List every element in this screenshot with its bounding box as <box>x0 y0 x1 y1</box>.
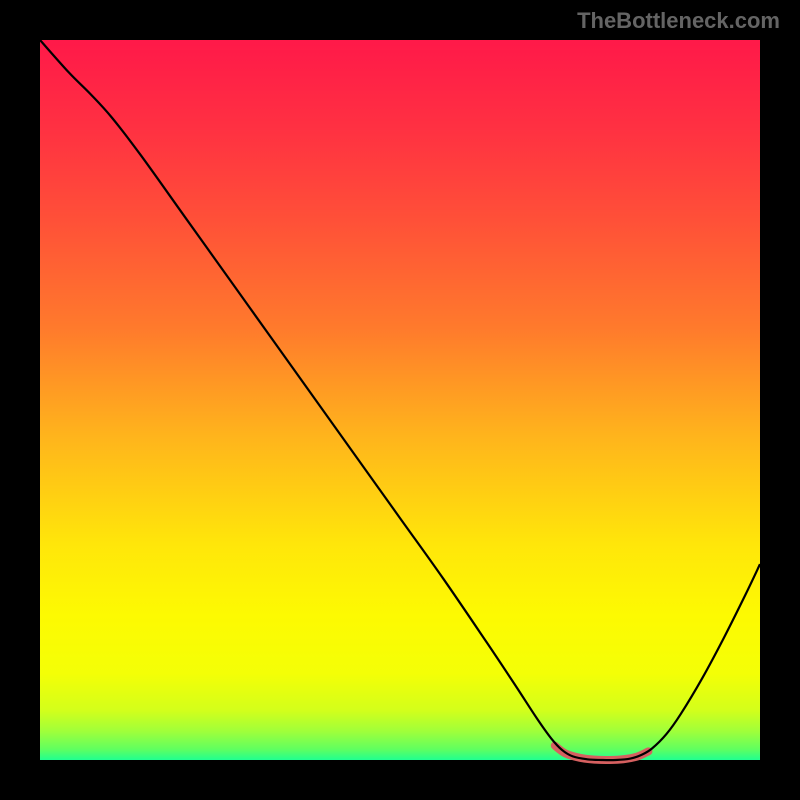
bottleneck-curve <box>40 40 760 760</box>
chart-container: TheBottleneck.com <box>0 0 800 800</box>
watermark-text: TheBottleneck.com <box>577 8 780 34</box>
curve-layer <box>40 40 760 760</box>
